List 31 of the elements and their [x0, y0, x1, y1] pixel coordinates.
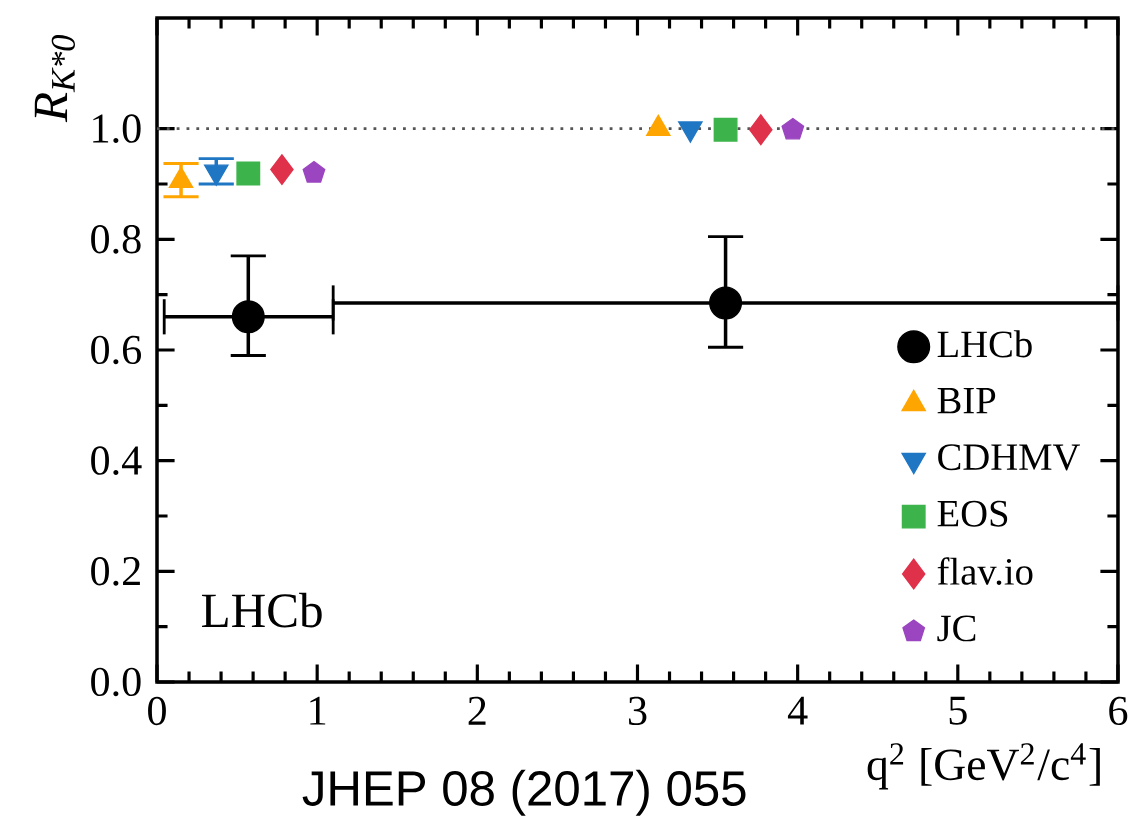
x-tick-label: 1 [310, 696, 326, 725]
y-axis-title: R$_{K*0}$ [34, 34, 75, 123]
x-tick-label: 0 [148, 696, 166, 726]
x-tick-label: 2 [468, 696, 486, 725]
legend-label: LHCb [937, 330, 1032, 358]
point [709, 286, 743, 320]
y-tick-label: 0.6 [91, 335, 141, 365]
x-tick-label: 6 [1109, 696, 1128, 726]
point [236, 161, 261, 186]
x-tick-label: 5 [949, 696, 967, 725]
y-tick-label: 0.4 [91, 446, 142, 475]
point [302, 160, 326, 183]
point [749, 114, 773, 146]
x-axis-title: q$^{2}$ [GeV$^{2}$/c$^{4}$] [867, 743, 1100, 790]
legend-label: EOS [937, 500, 1008, 527]
legend-label: BIP [937, 387, 996, 414]
legend-label: CDHMV [938, 444, 1080, 471]
y-tick-label: 1.0 [93, 114, 141, 143]
y-tick-label: 0.2 [91, 556, 140, 586]
annotation: LHCb [202, 592, 322, 628]
point [781, 117, 805, 140]
text: JHEP 08 (2017) 055 [302, 769, 746, 816]
legend-label: flav.io [937, 557, 1033, 586]
y-tick-label: 0.0 [91, 667, 141, 697]
legend-label: JC [937, 615, 976, 642]
point [270, 154, 294, 186]
x-tick-label: 4 [787, 696, 808, 725]
y-tick-label: 0.8 [91, 225, 141, 254]
x-tick-label: 3 [628, 696, 647, 726]
point [713, 117, 738, 142]
point [231, 300, 265, 334]
